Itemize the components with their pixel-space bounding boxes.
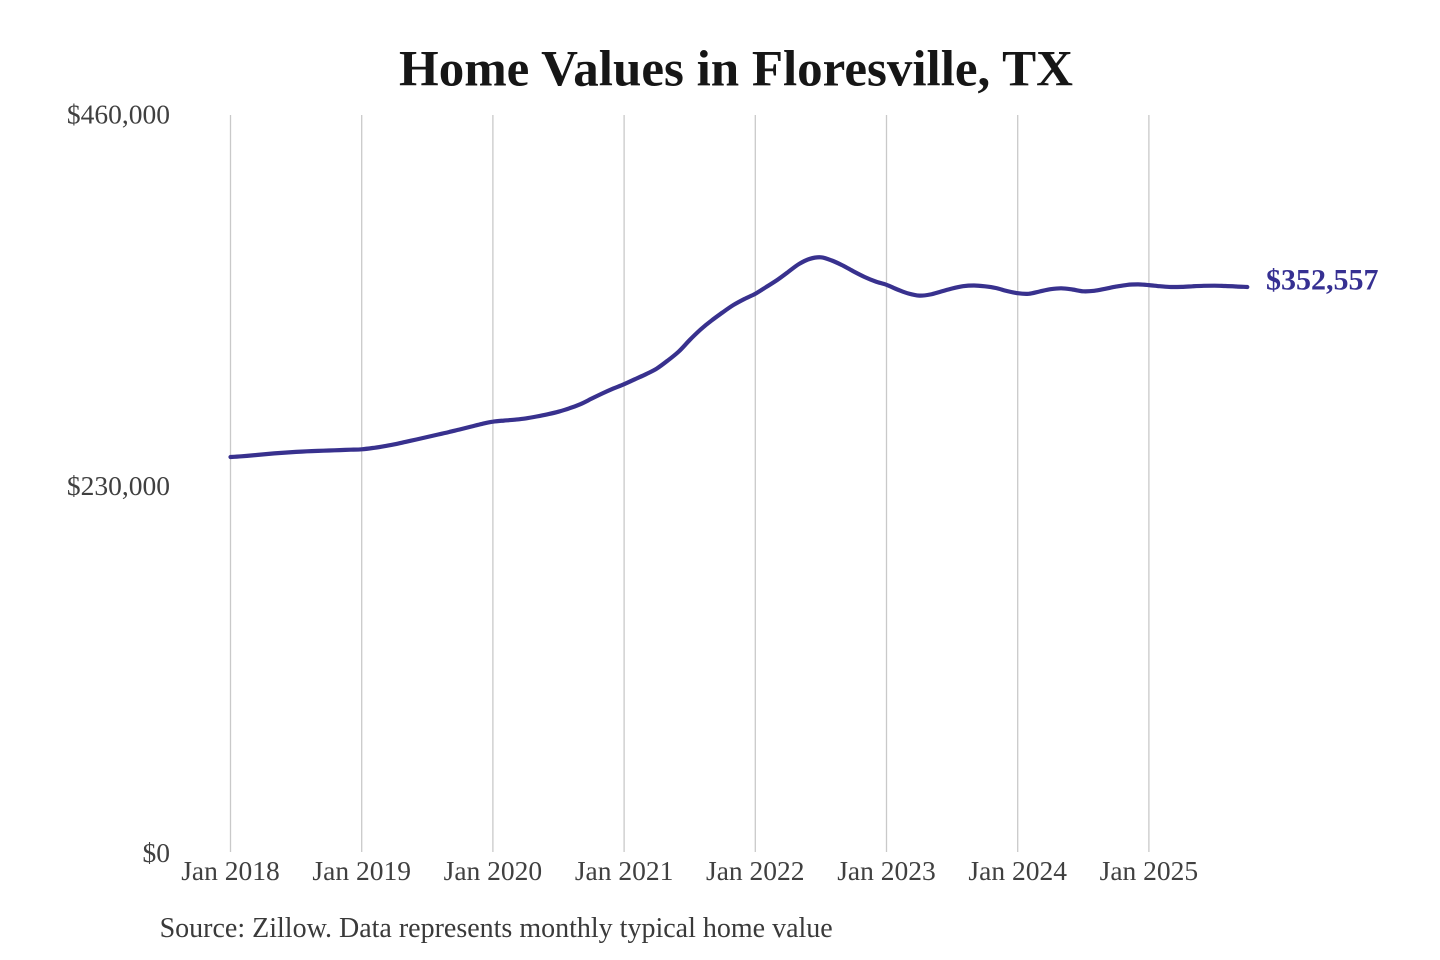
svg-text:Jan 2025: Jan 2025 <box>1100 855 1199 886</box>
svg-text:Jan 2024: Jan 2024 <box>968 855 1067 886</box>
svg-text:Jan 2022: Jan 2022 <box>706 855 805 886</box>
svg-text:$352,557: $352,557 <box>1266 264 1379 297</box>
svg-text:$460,000: $460,000 <box>67 99 170 130</box>
svg-text:Jan 2018: Jan 2018 <box>181 855 280 886</box>
svg-text:Jan 2023: Jan 2023 <box>837 855 936 886</box>
svg-text:Jan 2019: Jan 2019 <box>312 855 411 886</box>
svg-text:Jan 2021: Jan 2021 <box>575 855 674 886</box>
svg-text:Home Values in Floresville, TX: Home Values in Floresville, TX <box>399 42 1073 98</box>
svg-text:Jan 2020: Jan 2020 <box>444 855 543 886</box>
svg-text:Source: Zillow. Data represent: Source: Zillow. Data represents monthly … <box>160 913 833 944</box>
svg-text:$230,000: $230,000 <box>67 470 170 501</box>
svg-text:$0: $0 <box>143 837 171 868</box>
